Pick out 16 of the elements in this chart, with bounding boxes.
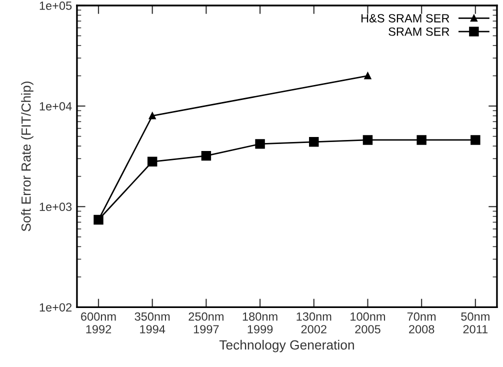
x-tick-label: 50nm 2011: [461, 312, 490, 334]
y-tick-label: 1e+05: [40, 2, 72, 10]
legend-label: SRAM SER: [388, 27, 450, 36]
x-tick-label: 350nm 1994: [134, 312, 170, 334]
x-tick-label: 130nm 2002: [296, 312, 332, 334]
y-tick-label: 1e+04: [40, 102, 72, 110]
x-tick-label: 100nm 2005: [350, 312, 386, 334]
y-tick-label: 1e+02: [40, 303, 72, 312]
x-tick-label: 70nm 2008: [407, 312, 436, 334]
y-axis-title: Soft Error Rate (FIT/Chip): [21, 82, 34, 232]
y-tick-label: 1e+03: [40, 202, 72, 212]
legend-label: H&S SRAM SER: [361, 14, 450, 22]
x-tick-label: 180nm 1999: [242, 312, 278, 334]
x-tick-label: 600nm 1992: [81, 312, 116, 334]
x-tick-label: 250nm 1997: [188, 312, 224, 334]
x-axis-title: Technology Generation: [219, 340, 354, 352]
